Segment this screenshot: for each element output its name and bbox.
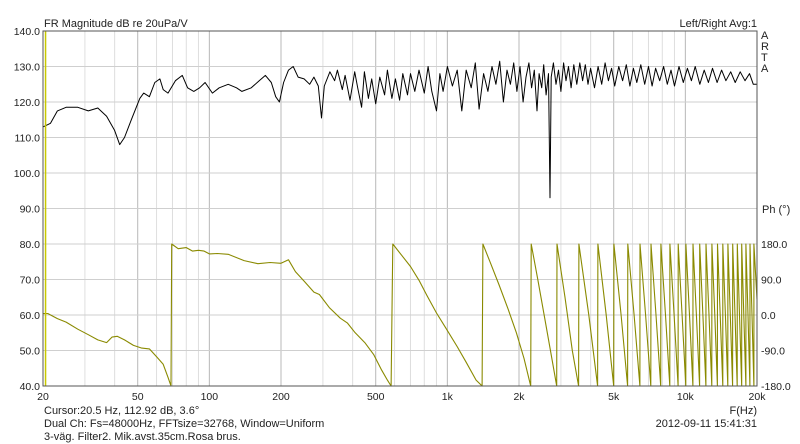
y2-tick-label: -180.0 [761, 381, 791, 393]
magnitude-line [42, 60, 757, 199]
y2-tick-label: 90.0 [761, 275, 782, 287]
magnitude-series [42, 60, 757, 199]
measurement-note: 3-väg. Filter2. Mik.avst.35cm.Rosa brus. [44, 431, 241, 443]
brand-letter-a: A [761, 30, 769, 42]
measurement-settings: Dual Ch: Fs=48000Hz, FFTsize=32768, Wind… [44, 418, 324, 430]
y2-tick-label: 180.0 [761, 239, 787, 251]
y-tick-label: 90.0 [20, 204, 41, 216]
brand-letter-t: T [761, 52, 768, 64]
brand-letter-r: R [761, 41, 769, 53]
y2-axis-ticks: -180.0 -90.0 0.0 90.0 180.0 [761, 239, 791, 393]
plot-border [42, 30, 758, 387]
channel-average-label: Left/Right Avg:1 [680, 18, 757, 30]
y-tick-label: 110.0 [15, 133, 41, 145]
y2-axis-label: Ph (°) [762, 204, 790, 216]
y2-tick-label: -90.0 [761, 346, 785, 358]
y-tick-label: 70.0 [20, 275, 41, 287]
plot-frame [42, 30, 758, 387]
x-tick-label: 500 [367, 391, 385, 403]
x-tick-label: 2k [513, 391, 525, 403]
x-axis-ticks: 20 50 100 200 500 1k 2k 5k 10k 20k [37, 391, 766, 403]
y-tick-label: 80.0 [20, 239, 41, 251]
x-tick-label: 1k [442, 391, 454, 403]
x-tick-label: 20k [749, 391, 767, 403]
y-tick-label: 60.0 [20, 310, 41, 322]
x-tick-label: 5k [608, 391, 620, 403]
y-tick-label: 40.0 [20, 381, 41, 393]
y-tick-label: 100.0 [14, 168, 40, 180]
x-axis-label: F(Hz) [730, 405, 758, 417]
y2-tick-label: 0.0 [761, 310, 776, 322]
chart-grid [43, 31, 757, 386]
x-tick-label: 10k [677, 391, 695, 403]
y-tick-label: 120.0 [14, 97, 40, 109]
y-tick-label: 50.0 [20, 346, 41, 358]
y-axis-ticks: 40.0 50.0 60.0 70.0 80.0 90.0 100.0 110.0 120.0 1… [14, 26, 40, 393]
y-tick-label: 140.0 [14, 26, 40, 38]
x-tick-label: 20 [37, 391, 49, 403]
x-tick-label: 200 [272, 391, 290, 403]
x-tick-label: 100 [201, 391, 219, 403]
timestamp: 2012-09-11 15:41:31 [656, 418, 757, 430]
y-tick-label: 130.0 [14, 62, 40, 74]
cursor-readout: Cursor:20.5 Hz, 112.92 dB, 3.6° [44, 405, 199, 417]
brand-letter-a2: A [761, 63, 769, 75]
x-tick-label: 50 [132, 391, 144, 403]
phase-line [43, 243, 758, 387]
chart-title: FR Magnitude dB re 20uPa/V [44, 18, 188, 30]
phase-series [43, 243, 758, 387]
